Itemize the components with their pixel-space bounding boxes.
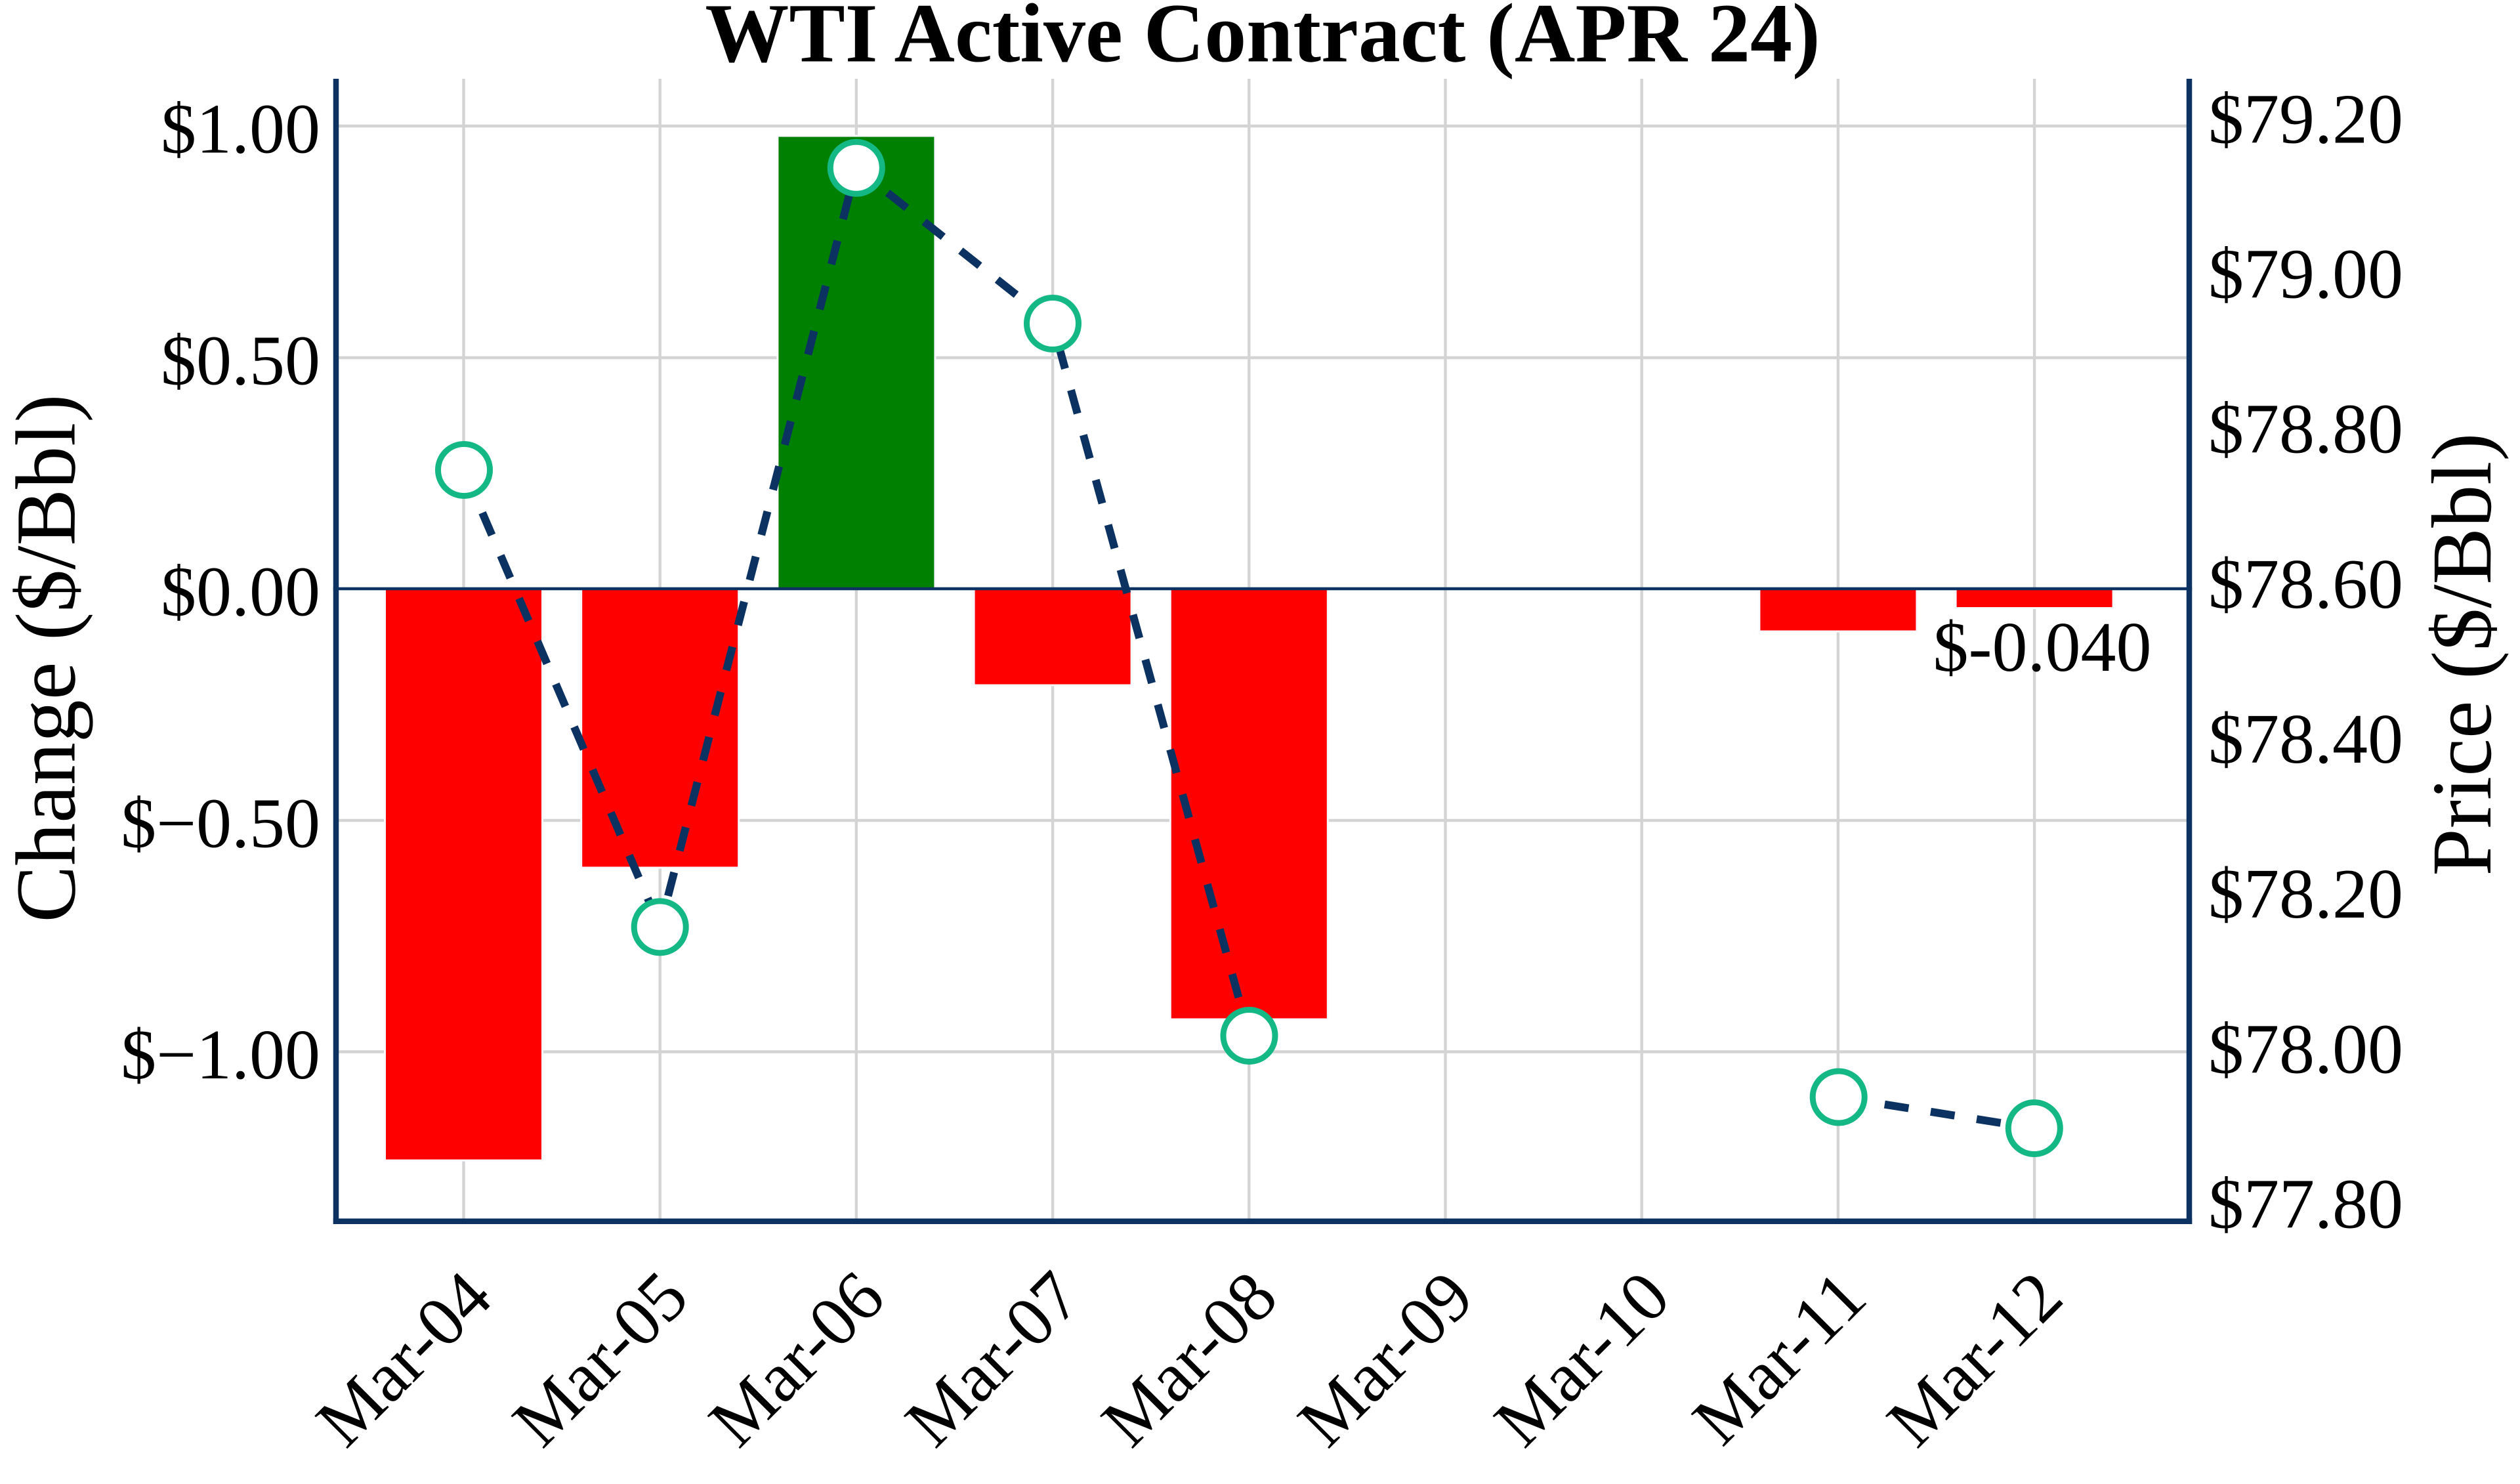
svg-text:$0.50: $0.50	[161, 322, 320, 400]
svg-text:$79.00: $79.00	[2208, 236, 2403, 314]
svg-text:Mar-06: Mar-06	[694, 1257, 899, 1462]
svg-text:$-0.040: $-0.040	[1933, 608, 2152, 687]
svg-text:Mar-10: Mar-10	[1480, 1257, 1685, 1462]
svg-text:$79.20: $79.20	[2208, 81, 2403, 159]
svg-text:Mar-09: Mar-09	[1284, 1257, 1488, 1462]
svg-text:Mar-04: Mar-04	[302, 1257, 507, 1462]
svg-text:$78.40: $78.40	[2208, 700, 2403, 778]
svg-text:WTI Active Contract (APR 24): WTI Active Contract (APR 24)	[705, 0, 1820, 80]
svg-text:$78.80: $78.80	[2208, 391, 2403, 469]
svg-text:$78.00: $78.00	[2208, 1010, 2403, 1088]
svg-text:Price ($/Bbl): Price ($/Bbl)	[2415, 433, 2510, 876]
svg-text:$−1.00: $−1.00	[121, 1016, 320, 1094]
svg-text:Mar-08: Mar-08	[1087, 1257, 1292, 1462]
svg-text:$1.00: $1.00	[161, 91, 320, 169]
svg-text:$−0.50: $−0.50	[121, 785, 320, 863]
svg-text:$78.60: $78.60	[2208, 545, 2403, 624]
svg-text:Mar-12: Mar-12	[1872, 1257, 2077, 1462]
svg-text:$77.80: $77.80	[2208, 1165, 2403, 1243]
svg-text:$78.20: $78.20	[2208, 855, 2403, 933]
svg-text:Change ($/Bbl): Change ($/Bbl)	[0, 394, 94, 922]
svg-text:Mar-11: Mar-11	[1678, 1257, 1881, 1460]
svg-text:$0.00: $0.00	[161, 553, 320, 631]
svg-text:Mar-05: Mar-05	[498, 1257, 703, 1462]
svg-text:Mar-07: Mar-07	[891, 1257, 1095, 1462]
